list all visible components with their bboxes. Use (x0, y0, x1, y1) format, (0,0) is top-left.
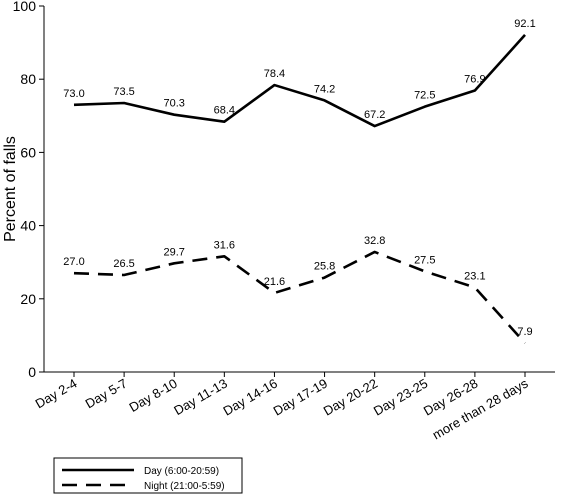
data-label: 27.5 (414, 254, 435, 266)
data-label: 70.3 (164, 98, 185, 110)
data-label: 73.0 (63, 88, 84, 100)
legend-day-label: Day (6:00-20:59) (144, 466, 219, 477)
x-tick-label: Day 5-7 (83, 376, 130, 412)
day-series-line (73, 34, 526, 128)
data-label: 92.1 (514, 18, 535, 30)
data-label: 32.8 (364, 235, 385, 247)
y-tick-label: 80 (20, 71, 36, 87)
data-label: 26.5 (113, 258, 134, 270)
data-label: 23.1 (464, 270, 485, 282)
y-axis-ticks: 0 20 40 60 80 100 (13, 0, 44, 380)
x-tick-label: Day 11-13 (171, 376, 230, 418)
data-label: 74.2 (314, 83, 335, 95)
data-label: 7.9 (517, 326, 532, 338)
series-lines (73, 34, 526, 344)
data-label: 21.6 (264, 276, 285, 288)
x-tick-label: Day 14-16 (220, 376, 279, 419)
x-tick-label: Day 23-25 (371, 376, 430, 419)
x-tick-label: Day 8-10 (127, 376, 180, 415)
legend-box (53, 457, 243, 494)
data-labels: 73.0 73.5 70.3 68.4 78.4 74.2 67.2 72.5 76.9 92.1… (63, 18, 535, 338)
data-label: 76.9 (464, 74, 485, 86)
axes (43, 6, 555, 373)
data-label: 29.7 (164, 246, 185, 258)
data-label: 25.8 (314, 261, 335, 273)
y-tick-label: 60 (20, 144, 36, 160)
night-series-line (73, 250, 526, 344)
x-tick-label: Day 2-4 (33, 376, 80, 412)
y-tick-label: 20 (20, 291, 36, 307)
y-tick-label: 0 (28, 364, 36, 380)
data-label: 73.5 (113, 86, 134, 98)
legend: Day (6:00-20:59) Night (21:00-5:59) (53, 457, 243, 494)
y-axis-title: Percent of falls (2, 136, 19, 242)
y-tick-label: 100 (13, 0, 37, 14)
x-tick-label: Day 17-19 (271, 376, 330, 419)
data-label: 72.5 (414, 90, 435, 102)
data-label: 78.4 (264, 68, 285, 80)
data-label: 27.0 (63, 256, 84, 268)
data-label: 68.4 (214, 105, 235, 117)
legend-night-label: Night (21:00-5:59) (144, 481, 225, 492)
y-tick-label: 40 (20, 218, 36, 234)
data-label: 67.2 (364, 109, 385, 121)
x-tick-label: Day 20-22 (321, 376, 380, 419)
data-label: 31.6 (214, 239, 235, 251)
